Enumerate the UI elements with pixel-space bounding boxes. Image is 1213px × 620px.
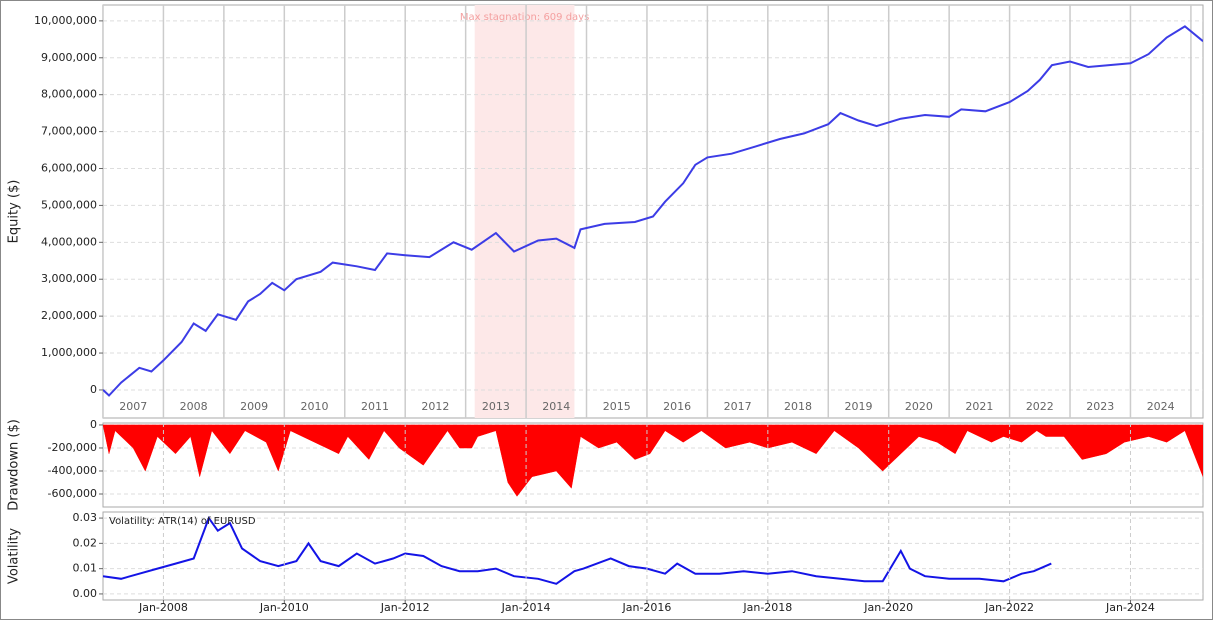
y-tick-label: 0.02 (73, 536, 98, 549)
y-tick-label: 4,000,000 (41, 235, 97, 248)
x-tick-label: Jan-2020 (863, 601, 913, 614)
year-label: 2009 (240, 400, 268, 413)
x-tick-label: Jan-2022 (984, 601, 1034, 614)
x-tick-label: Jan-2010 (259, 601, 309, 614)
year-label: 2020 (905, 400, 933, 413)
y-tick-label: 10,000,000 (34, 14, 97, 27)
year-label: 2023 (1086, 400, 1114, 413)
year-label: 2022 (1026, 400, 1054, 413)
year-label: 2019 (844, 400, 872, 413)
y-tick-label: 5,000,000 (41, 198, 97, 211)
year-label: 2018 (784, 400, 812, 413)
y-tick-label: -200,000 (48, 441, 97, 454)
plot-area (102, 511, 1204, 601)
y-tick-label: 0.03 (73, 511, 98, 524)
year-label: 2013 (482, 400, 510, 413)
year-label: 2010 (301, 400, 329, 413)
year-label: 2008 (180, 400, 208, 413)
series-line (103, 25, 1203, 397)
y-tick-label: 9,000,000 (41, 51, 97, 64)
y-tick-label: 2,000,000 (41, 309, 97, 322)
y-tick-label: 6,000,000 (41, 162, 97, 175)
x-tick-label: Jan-2012 (380, 601, 430, 614)
y-tick-label: 8,000,000 (41, 88, 97, 101)
series-area (103, 424, 1203, 497)
year-label: 2024 (1147, 400, 1175, 413)
y-axis-label: Equity ($) (7, 180, 22, 244)
y-tick-label: 0 (90, 383, 97, 396)
year-label: 2016 (663, 400, 691, 413)
y-tick-label: 7,000,000 (41, 125, 97, 138)
stagnation-band (474, 5, 575, 418)
plot-layer (103, 424, 1203, 497)
x-tick-label: Jan-2008 (138, 601, 188, 614)
y-tick-label: 0.00 (73, 587, 98, 600)
stagnation-label: Max stagnation: 609 days (460, 12, 590, 23)
year-label: 2007 (119, 400, 147, 413)
legend: Volatility: ATR(14) of EURUSD (109, 516, 256, 527)
year-label: 2021 (965, 400, 993, 413)
year-label: 2017 (724, 400, 752, 413)
year-label: 2012 (421, 400, 449, 413)
year-label: 2014 (542, 400, 570, 413)
year-label: 2015 (603, 400, 631, 413)
year-label: 2011 (361, 400, 389, 413)
y-tick-label: -600,000 (48, 487, 97, 500)
x-tick-label: Jan-2024 (1105, 601, 1155, 614)
y-axis-label: Volatility (7, 528, 22, 584)
y-tick-label: 1,000,000 (41, 346, 97, 359)
y-tick-label: 0.01 (73, 562, 98, 575)
x-tick-label: Jan-2014 (501, 601, 551, 614)
y-tick-label: 3,000,000 (41, 272, 97, 285)
plot-area (102, 4, 1204, 419)
x-tick-label: Jan-2016 (621, 601, 671, 614)
plot-layer: Max stagnation: 609 days 2007 2008 2009 2010… (103, 5, 1203, 418)
y-tick-label: -400,000 (48, 464, 97, 477)
x-tick-label: Jan-2018 (742, 601, 792, 614)
y-axis-label: Drawdown ($) (7, 419, 22, 511)
y-tick-label: 0 (90, 418, 97, 431)
